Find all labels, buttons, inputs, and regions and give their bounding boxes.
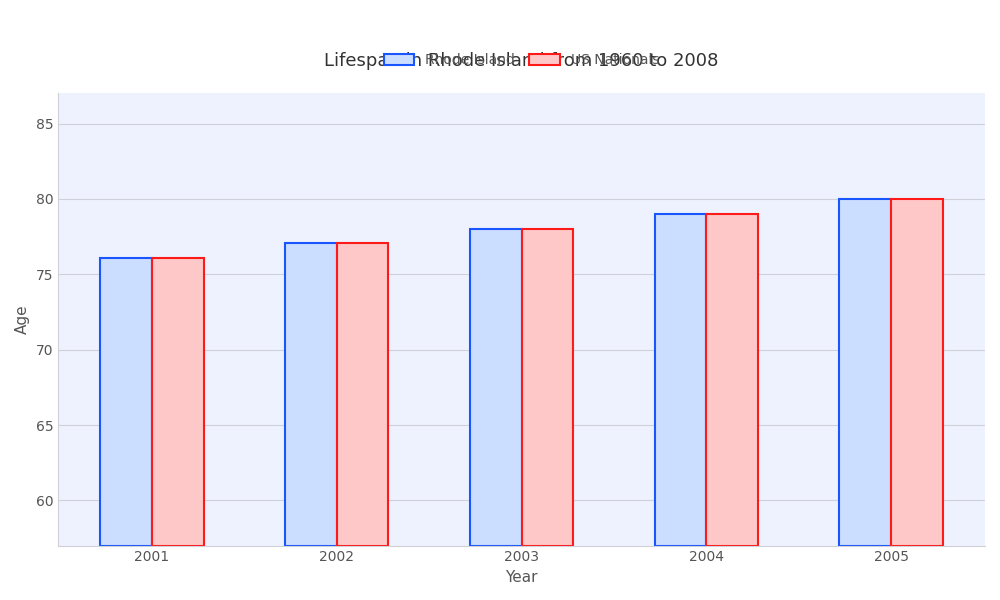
Bar	[839, 199, 891, 545]
Bar	[337, 242, 388, 545]
Bar	[470, 229, 522, 545]
X-axis label: Year: Year	[505, 570, 538, 585]
Bar	[100, 258, 152, 545]
Bar	[152, 258, 204, 545]
Legend: Rhode Island, US Nationals: Rhode Island, US Nationals	[377, 46, 666, 74]
Title: Lifespan in Rhode Island from 1960 to 2008: Lifespan in Rhode Island from 1960 to 20…	[324, 52, 719, 70]
Bar	[285, 242, 337, 545]
Y-axis label: Age: Age	[15, 305, 30, 334]
Bar	[706, 214, 758, 545]
Bar	[655, 214, 706, 545]
Bar	[891, 199, 943, 545]
Bar	[522, 229, 573, 545]
